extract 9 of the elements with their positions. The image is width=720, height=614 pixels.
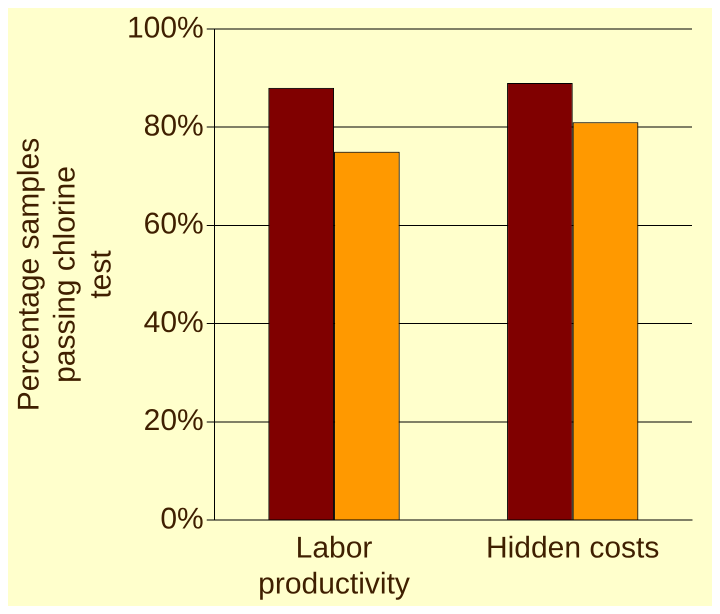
y-axis-title: Percentage samples passing chlorine test — [12, 138, 118, 412]
y-tick-label: 100% — [126, 11, 204, 44]
y-tick-label: 40% — [144, 306, 204, 339]
y-tick-label: 20% — [144, 404, 204, 438]
x-tick-label: Hidden costs — [486, 531, 660, 564]
y-tick-label: 0% — [160, 502, 204, 536]
y-tick-label: 80% — [144, 109, 204, 142]
x-tick-label: Labor productivity — [258, 531, 410, 600]
y-tick-label: 60% — [144, 208, 204, 241]
